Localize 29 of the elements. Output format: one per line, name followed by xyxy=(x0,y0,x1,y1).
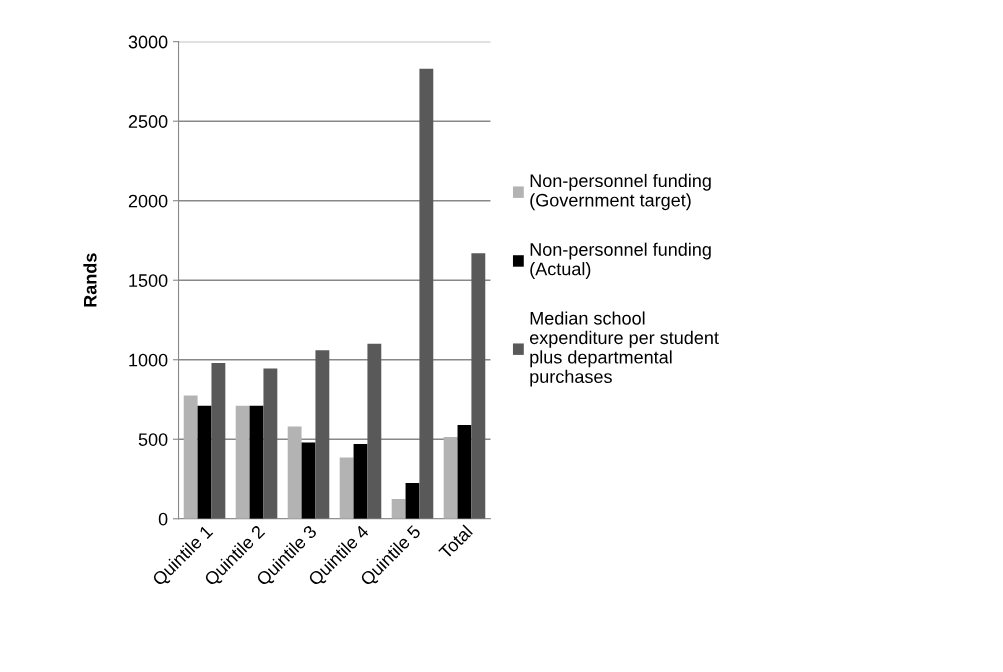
bar xyxy=(471,253,486,519)
y-tick-label: 0 xyxy=(158,512,168,526)
bar xyxy=(367,343,382,519)
y-axis-title: Rands xyxy=(83,253,97,307)
y-tick-label: 500 xyxy=(138,433,168,446)
bar xyxy=(353,444,368,519)
legend-label: Non-personnel funding (Actual) xyxy=(530,242,711,279)
bar xyxy=(315,350,330,519)
bar xyxy=(457,424,472,519)
bar xyxy=(419,68,434,519)
bar xyxy=(443,436,458,519)
y-tick-label: 2500 xyxy=(128,115,168,128)
bar xyxy=(235,405,250,519)
y-tick-label: 3000 xyxy=(128,35,168,49)
bar xyxy=(405,483,420,519)
bar xyxy=(391,498,406,519)
bar xyxy=(183,395,198,519)
y-tick-label: 2000 xyxy=(128,194,168,208)
y-tick-label: 1500 xyxy=(129,274,168,287)
bar xyxy=(263,368,278,519)
bar xyxy=(339,457,354,519)
bar xyxy=(249,405,264,519)
bar xyxy=(197,405,212,519)
bar xyxy=(301,442,316,519)
legend-label: Non-personnel funding (Government target) xyxy=(530,173,711,211)
legend-label: Median school expenditure per student plus departmental purchases xyxy=(529,311,719,387)
bar xyxy=(211,362,226,519)
bar xyxy=(287,426,302,519)
y-tick-label: 1000 xyxy=(129,353,168,367)
